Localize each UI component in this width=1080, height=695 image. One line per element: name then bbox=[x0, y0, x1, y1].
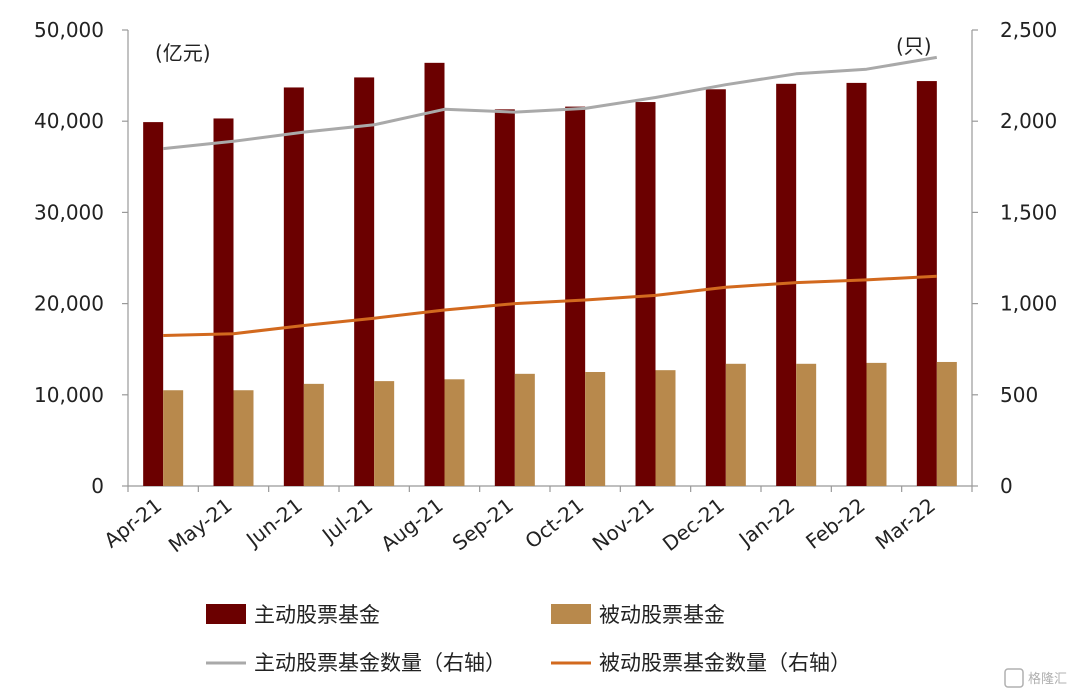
x-axis-tick-label: Sep-21 bbox=[448, 493, 518, 555]
lines bbox=[163, 55, 938, 337]
bar-passive-fund bbox=[655, 370, 676, 486]
bar-passive-fund bbox=[725, 363, 746, 486]
x-axis-tick-label: Dec-21 bbox=[658, 493, 729, 556]
x-axis-tick-label: Oct-21 bbox=[520, 493, 588, 553]
bar-active-fund bbox=[565, 106, 586, 486]
bar-passive-fund bbox=[303, 383, 324, 486]
bar-passive-fund bbox=[374, 381, 395, 486]
bar-active-fund bbox=[213, 118, 234, 487]
bar-active-fund bbox=[846, 82, 867, 487]
left-axis-tick-label: 30,000 bbox=[34, 200, 104, 224]
watermark-text: 格隆汇 bbox=[1028, 671, 1067, 687]
legend-swatch-passive-fund bbox=[551, 604, 591, 624]
x-axis-tick-label: Jun-21 bbox=[240, 493, 307, 552]
x-axis-tick-label: Apr-21 bbox=[99, 493, 166, 553]
bar-active-fund bbox=[143, 122, 164, 486]
legend: 主动股票基金 被动股票基金 主动股票基金数量（右轴） 被动股票基金数量（右轴） bbox=[206, 603, 851, 675]
bar-active-fund bbox=[283, 87, 304, 487]
x-axis-tick-label: Nov-21 bbox=[588, 493, 659, 556]
bar-active-fund bbox=[635, 102, 656, 486]
bar-passive-fund bbox=[866, 362, 887, 486]
tick-labels: 0 10,000 20,000 30,000 40,000 50,000 0 500 1,000… bbox=[34, 18, 1057, 557]
bar-passive-fund bbox=[163, 390, 184, 486]
x-axis-tick-label: Aug-21 bbox=[376, 493, 447, 556]
watermark-logo-icon bbox=[1004, 668, 1024, 688]
legend-label-active-fund: 主动股票基金 bbox=[254, 603, 380, 627]
bars bbox=[143, 62, 957, 487]
right-axis-tick-label: 2,000 bbox=[1000, 109, 1057, 133]
right-axis-tick-label: 2,500 bbox=[1000, 18, 1057, 42]
bar-active-fund bbox=[916, 81, 937, 487]
bar-active-fund bbox=[424, 62, 445, 486]
legend-label-active-count: 主动股票基金数量（右轴） bbox=[254, 651, 506, 675]
x-axis-tick-label: Feb-22 bbox=[801, 493, 869, 554]
x-axis-tick-label: May-21 bbox=[164, 493, 237, 557]
right-axis-tick-label: 0 bbox=[1000, 474, 1013, 498]
right-axis-tick-label: 1,500 bbox=[1000, 200, 1057, 224]
right-axis-tick-label: 500 bbox=[1000, 383, 1038, 407]
left-axis-tick-label: 10,000 bbox=[34, 383, 104, 407]
left-axis-tick-label: 40,000 bbox=[34, 109, 104, 133]
bar-passive-fund bbox=[444, 379, 465, 486]
bar-passive-fund bbox=[796, 363, 817, 486]
x-axis-tick-label: Jan-22 bbox=[733, 493, 799, 552]
bar-passive-fund bbox=[936, 361, 957, 486]
right-axis-tick-label: 1,000 bbox=[1000, 292, 1057, 316]
x-axis-tick-label: Jul-21 bbox=[316, 493, 377, 548]
x-axis-tick-label: Mar-22 bbox=[871, 493, 940, 554]
bar-passive-fund bbox=[585, 372, 606, 486]
watermark: 格隆汇 bbox=[1004, 668, 1067, 688]
right-axis-unit-label: (只) bbox=[896, 34, 932, 58]
bar-passive-fund bbox=[514, 373, 535, 486]
line-active-fund-count bbox=[163, 55, 938, 151]
legend-label-passive-count: 被动股票基金数量（右轴） bbox=[599, 651, 851, 675]
bar-active-fund bbox=[494, 109, 515, 487]
legend-label-passive-fund: 被动股票基金 bbox=[599, 603, 725, 627]
left-axis-tick-label: 50,000 bbox=[34, 18, 104, 42]
bar-active-fund bbox=[776, 83, 797, 487]
left-axis-unit-label: (亿元) bbox=[155, 41, 211, 65]
left-axis-tick-label: 20,000 bbox=[34, 292, 104, 316]
legend-swatch-active-fund bbox=[206, 604, 246, 624]
bar-active-fund bbox=[354, 77, 375, 486]
left-axis-tick-label: 0 bbox=[91, 474, 104, 498]
bar-passive-fund bbox=[233, 390, 254, 486]
axes bbox=[122, 29, 978, 492]
line-passive-fund-count bbox=[163, 274, 937, 337]
